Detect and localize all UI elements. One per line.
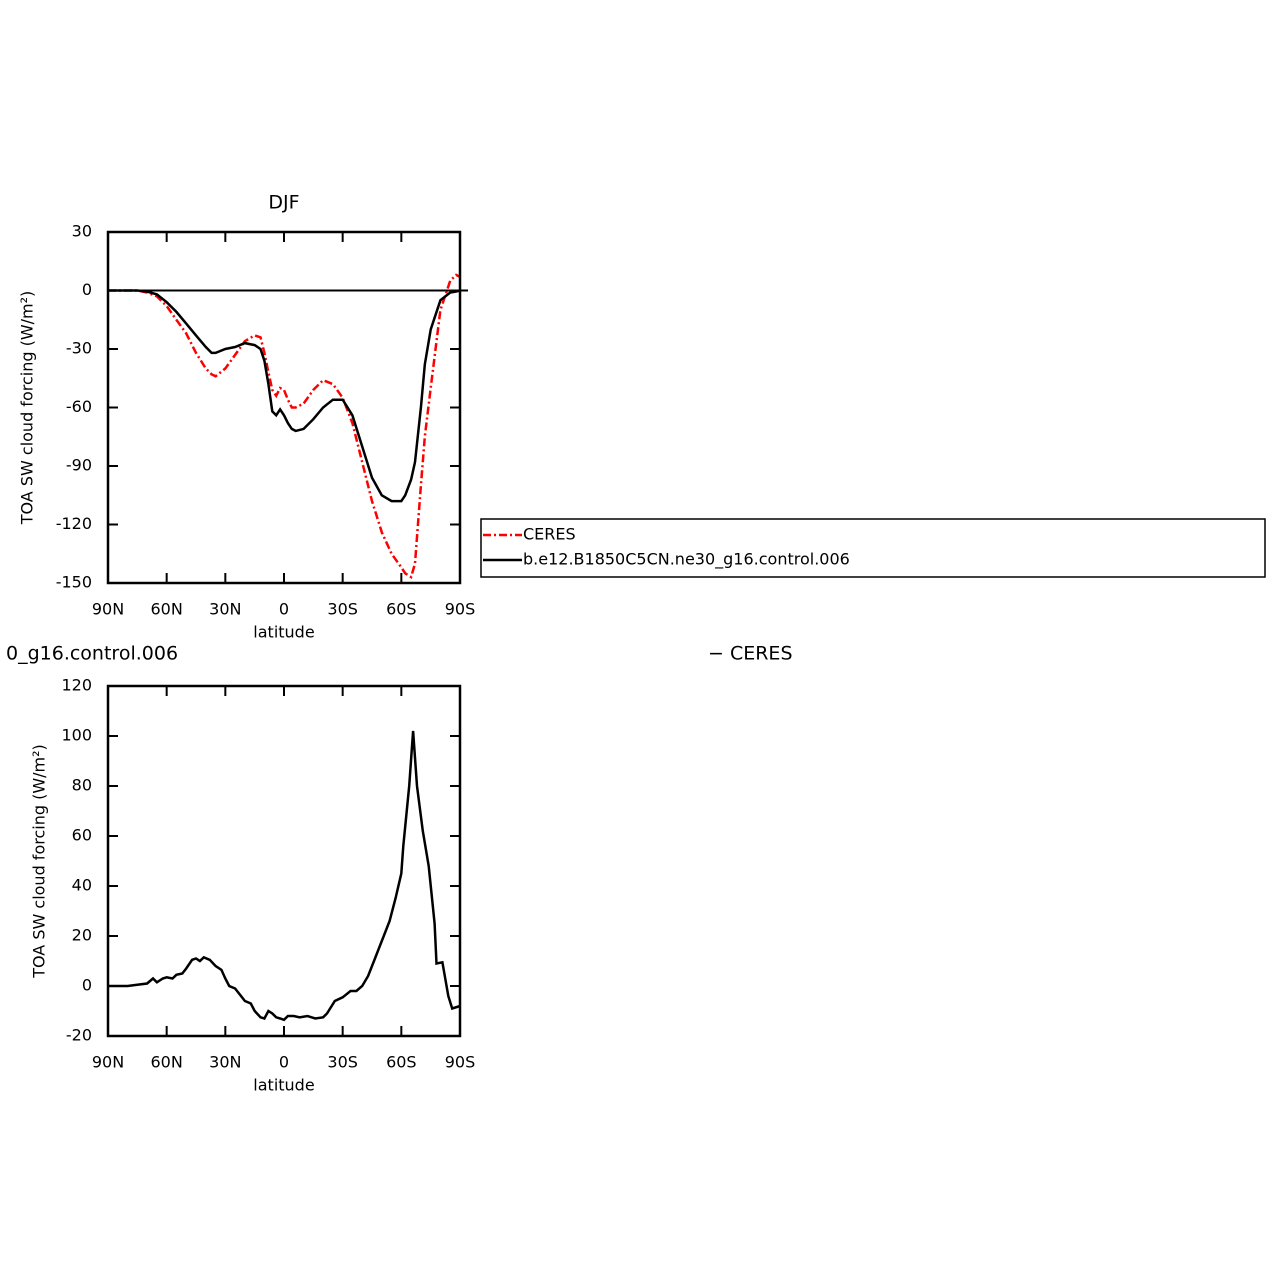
legend-label: CERES	[523, 525, 576, 544]
y-tick-label: 80	[72, 776, 92, 795]
y-tick-label: 120	[61, 676, 92, 695]
x-axis-label: latitude	[253, 623, 314, 642]
x-tick-label: 90S	[445, 1053, 476, 1072]
chart-title-left: 0_g16.control.006	[6, 643, 178, 665]
y-tick-label: -60	[66, 397, 92, 416]
chart-title-right: − CERES	[708, 643, 793, 665]
y-tick-label: -150	[56, 573, 92, 592]
y-tick-label: 100	[61, 726, 92, 745]
x-tick-label: 30N	[209, 600, 241, 619]
y-tick-label: 30	[72, 222, 92, 241]
x-tick-label: 60N	[151, 1053, 183, 1072]
y-tick-label: 0	[82, 976, 92, 995]
y-axis-label: TOA SW cloud forcing (W/m²)	[30, 744, 49, 979]
x-tick-label: 60S	[386, 1053, 417, 1072]
x-tick-label: 0	[279, 1053, 289, 1072]
y-tick-label: -20	[66, 1026, 92, 1045]
y-tick-label: 20	[72, 926, 92, 945]
x-tick-label: 60S	[386, 600, 417, 619]
x-tick-label: 30S	[327, 600, 358, 619]
y-axis-label: TOA SW cloud forcing (W/m²)	[18, 291, 37, 526]
plot-frame	[106, 230, 462, 585]
x-tick-label: 90N	[92, 1053, 124, 1072]
y-tick-label: -90	[66, 456, 92, 475]
x-tick-label: 90N	[92, 600, 124, 619]
series-line	[108, 730, 461, 1022]
x-tick-label: 60N	[151, 600, 183, 619]
x-tick-label: 30N	[209, 1053, 241, 1072]
plot-frame	[106, 684, 462, 1038]
x-axis-label: latitude	[253, 1076, 314, 1095]
x-tick-label: 0	[279, 600, 289, 619]
y-tick-label: -30	[66, 339, 92, 358]
y-tick-label: 40	[72, 876, 92, 895]
series-line	[108, 289, 461, 503]
legend-label: b.e12.B1850C5CN.ne30_g16.control.006	[523, 550, 850, 570]
chart-title: DJF	[268, 192, 299, 214]
y-tick-label: 60	[72, 826, 92, 845]
legend-box	[480, 518, 1266, 578]
x-tick-label: 90S	[445, 600, 476, 619]
y-tick-label: 0	[82, 280, 92, 299]
y-tick-label: -120	[56, 514, 92, 533]
x-tick-label: 30S	[327, 1053, 358, 1072]
series-line	[108, 273, 461, 580]
